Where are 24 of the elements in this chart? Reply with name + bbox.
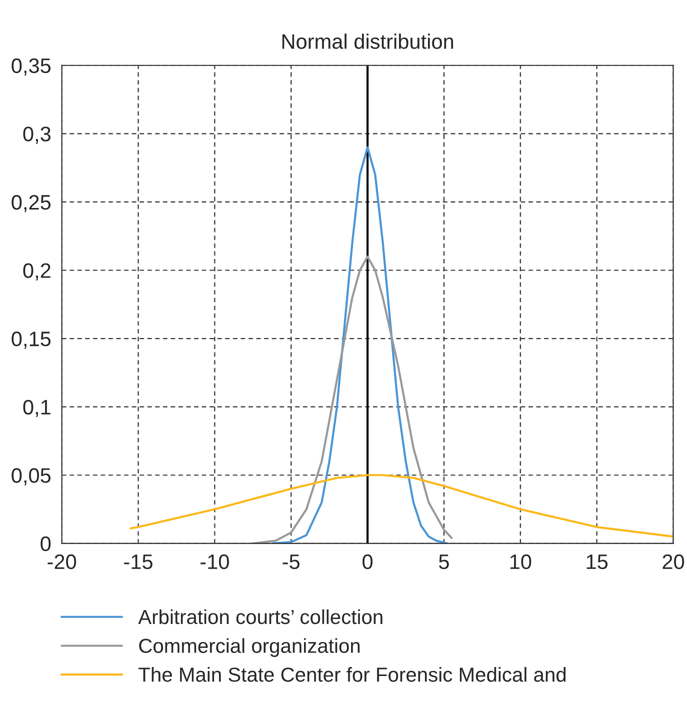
y-tick-label: 0 bbox=[40, 536, 51, 552]
line-series bbox=[272, 146, 448, 544]
x-tick-label: -15 bbox=[124, 554, 152, 570]
y-tick-label: 0,2 bbox=[23, 263, 50, 280]
line-series bbox=[252, 256, 453, 544]
y-tick-label: 0,3 bbox=[23, 126, 50, 144]
y-tick-label: 0,25 bbox=[12, 194, 51, 212]
line-series bbox=[130, 474, 674, 538]
x-tick-label: 20 bbox=[662, 554, 684, 570]
legend-label: The Main State Center for Forensic Medical and bbox=[138, 667, 566, 682]
legend-label: Arbitration courts’ collection bbox=[138, 609, 382, 624]
x-tick-label: 10 bbox=[510, 554, 532, 570]
y-tick-label: 0,35 bbox=[12, 58, 51, 76]
y-tick-label: 0,05 bbox=[12, 468, 51, 486]
x-tick-label: -10 bbox=[200, 554, 229, 570]
chart-title: Normal distribution bbox=[282, 34, 454, 49]
x-tick-label: 15 bbox=[586, 554, 608, 570]
legend-label: Commercial organization bbox=[139, 638, 360, 657]
x-tick-label: -5 bbox=[282, 554, 300, 570]
y-tick-label: 0,15 bbox=[12, 332, 51, 349]
x-tick-label: -20 bbox=[48, 554, 76, 570]
x-tick-label: 5 bbox=[439, 554, 449, 570]
y-tick-label: 0,1 bbox=[23, 400, 50, 418]
x-tick-label: 0 bbox=[362, 554, 373, 570]
